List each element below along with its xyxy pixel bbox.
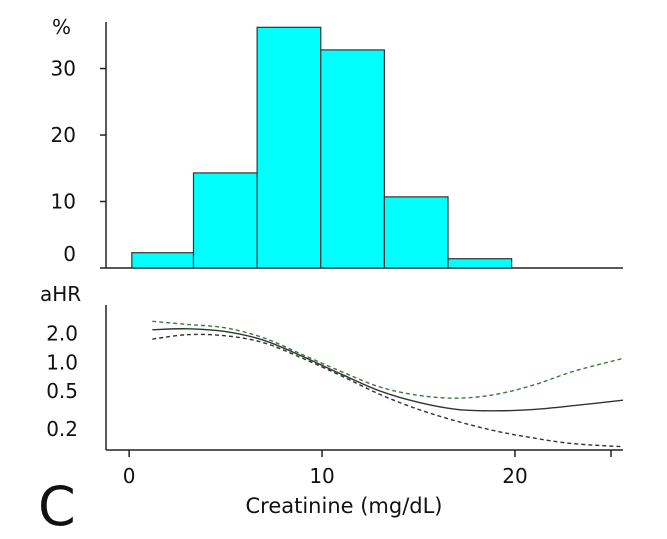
histogram-panel: % 0 10 20 30 (51, 15, 623, 269)
hist-y-ticks: 0 10 20 30 (51, 57, 106, 269)
hr-confidence-band-line (152, 333, 624, 448)
hr-x-tick-label: 0 (123, 464, 136, 488)
hr-estimate-line (152, 328, 624, 412)
hist-y-tick-label: 10 (51, 190, 76, 214)
hr-y-tick-label: 1.0 (46, 350, 78, 374)
hist-y-tick-label: 30 (51, 57, 76, 81)
histogram-bar (320, 49, 385, 269)
histogram-bars (131, 26, 513, 269)
hazard-ratio-panel: aHR 2.0 1.0 0.5 0.2 0 10 20 Creatinine (mg/dL… (40, 282, 624, 518)
hr-x-tick-label: 10 (309, 464, 334, 488)
hist-y-tick-label: 0 (63, 242, 76, 266)
hr-y-axis-label: aHR (40, 282, 81, 306)
hr-x-ticks: 0 10 20 (123, 450, 612, 488)
hist-y-axis-label: % (52, 15, 71, 39)
x-axis-label: Creatinine (mg/dL) (245, 494, 442, 518)
hr-x-tick-label: 20 (502, 464, 527, 488)
hazard-ratio-curves (152, 320, 624, 448)
histogram-bar (383, 196, 449, 269)
hr-y-ticks: 2.0 1.0 0.5 0.2 (46, 322, 78, 441)
histogram-bar (256, 26, 322, 269)
histogram-bar (131, 252, 195, 269)
hr-confidence-band-line (152, 320, 624, 399)
panel-label: C (38, 475, 76, 538)
hr-y-tick-label: 0.5 (46, 379, 78, 403)
hr-y-tick-label: 0.2 (46, 417, 78, 441)
hr-y-tick-label: 2.0 (46, 322, 78, 346)
histogram-bar (447, 258, 513, 269)
histogram-bar (192, 172, 258, 269)
hist-y-tick-label: 20 (51, 123, 76, 147)
